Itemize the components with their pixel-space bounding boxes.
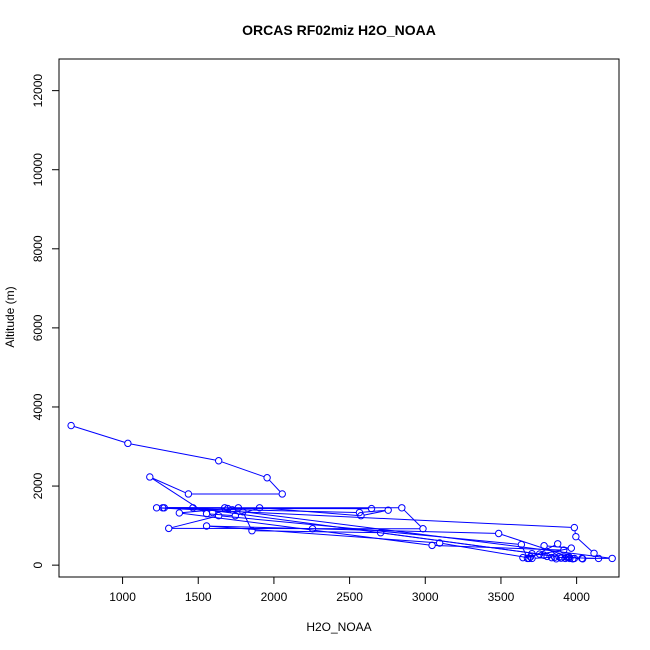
- data-point: [67, 421, 75, 430]
- y-tick-label: 12000: [31, 74, 45, 108]
- series-line-segment: [152, 477, 186, 494]
- series-line-segment: [383, 532, 557, 557]
- series-line-segment: [535, 553, 557, 557]
- series-line-segment: [221, 515, 519, 545]
- data-point: [566, 554, 574, 563]
- data-point: [221, 504, 229, 512]
- data-point: [578, 554, 586, 563]
- series-line-segment: [159, 507, 572, 528]
- series-line-segment: [577, 538, 593, 552]
- series-line-segment: [171, 516, 216, 529]
- x-tick-label: 1000: [109, 590, 136, 604]
- x-tick-label: 3000: [412, 590, 439, 604]
- data-point: [308, 525, 317, 533]
- series-line-segment: [363, 510, 386, 516]
- series-layer: [67, 421, 616, 563]
- series-line-segment: [130, 443, 216, 461]
- series-line-segment: [182, 508, 225, 514]
- data-point: [419, 525, 427, 533]
- data-point: [208, 508, 217, 517]
- data-point: [189, 504, 197, 512]
- data-point: [255, 504, 264, 512]
- series-line-segment: [268, 479, 281, 492]
- y-tick-label: 2000: [31, 472, 45, 499]
- series-line-segment: [182, 512, 429, 546]
- data-point: [608, 554, 616, 563]
- y-axis: 0 2000 4000 6000 8000 10000 12000: [31, 74, 60, 568]
- data-point: [560, 546, 568, 554]
- data-point: [572, 532, 580, 541]
- data-point: [540, 551, 548, 559]
- x-axis-label: H2O_NOAA: [306, 620, 371, 634]
- data-point: [278, 490, 286, 498]
- data-point: [228, 506, 236, 514]
- data-point: [367, 504, 376, 513]
- data-point: [224, 504, 232, 513]
- series-line-segment: [152, 478, 205, 513]
- series-line-segment: [221, 461, 265, 478]
- x-axis: 1000 1500 2000 2500 3000 3500 4000: [109, 576, 590, 604]
- data-point: [535, 550, 544, 558]
- data-point: [398, 504, 406, 512]
- series-line-segment: [74, 426, 125, 443]
- x-tick-label: 1500: [185, 590, 212, 604]
- y-tick-label: 0: [31, 561, 45, 568]
- data-point: [175, 509, 184, 517]
- data-point: [528, 554, 536, 563]
- series-line-segment: [209, 513, 233, 516]
- data-point: [594, 554, 603, 563]
- series-line-segment: [255, 530, 378, 534]
- data-point: [569, 555, 577, 563]
- data-point: [355, 508, 364, 517]
- data-point: [263, 474, 271, 482]
- y-tick-label: 8000: [31, 235, 45, 262]
- y-tick-label: 4000: [31, 393, 45, 420]
- data-point: [517, 540, 526, 549]
- data-point: [158, 504, 167, 512]
- series-line-segment: [403, 509, 422, 527]
- data-point: [494, 529, 503, 538]
- data-point: [590, 549, 598, 557]
- series-line-segment: [531, 544, 556, 558]
- data-point: [231, 512, 240, 520]
- data-point: [555, 553, 563, 561]
- chart-title: ORCAS RF02miz H2O_NOAA: [242, 22, 436, 38]
- data-point: [435, 539, 444, 547]
- data-point: [165, 524, 173, 533]
- data-point: [248, 527, 256, 535]
- series-line-segment: [435, 544, 561, 551]
- y-tick-label: 10000: [31, 153, 45, 187]
- x-tick-label: 2500: [336, 590, 363, 604]
- data-point: [428, 541, 436, 550]
- data-point: [567, 544, 576, 552]
- data-point: [202, 522, 211, 530]
- data-point: [376, 529, 385, 537]
- series-line-segment: [315, 528, 496, 534]
- data-point: [146, 473, 154, 481]
- x-tick-label: 3500: [488, 590, 515, 604]
- data-point: [525, 554, 533, 563]
- x-tick-label: 4000: [563, 590, 590, 604]
- data-point: [554, 540, 562, 548]
- data-point: [214, 512, 223, 520]
- x-tick-label: 2000: [261, 590, 288, 604]
- data-point: [540, 542, 548, 550]
- series-line-segment: [246, 511, 610, 559]
- data-point: [547, 553, 556, 562]
- data-point: [214, 457, 223, 465]
- data-point: [124, 439, 132, 448]
- data-point: [570, 523, 579, 532]
- series-line-segment: [159, 507, 357, 513]
- data-point: [384, 506, 392, 514]
- data-point: [184, 490, 193, 498]
- data-point: [239, 508, 247, 516]
- y-axis-label: Altitude (m): [3, 286, 17, 347]
- y-tick-label: 6000: [31, 314, 45, 341]
